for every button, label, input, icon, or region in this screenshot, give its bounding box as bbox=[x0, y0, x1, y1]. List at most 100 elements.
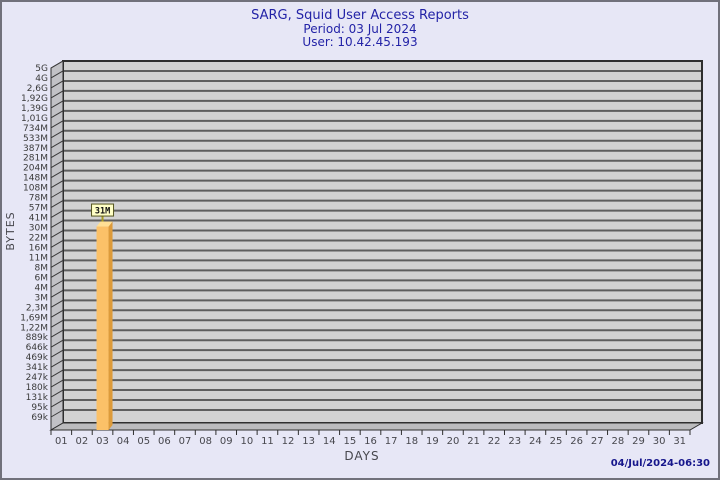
y-tick-label: 5G bbox=[35, 64, 48, 74]
y-tick bbox=[50, 259, 64, 268]
x-tick-label: 02 bbox=[76, 436, 89, 447]
x-tick-label: 11 bbox=[261, 436, 274, 447]
y-tick bbox=[50, 120, 64, 129]
y-tick bbox=[50, 379, 64, 388]
y-tick-label: 247k bbox=[26, 373, 49, 383]
y-tick-label: 281M bbox=[23, 154, 48, 164]
y-tick-label: 22M bbox=[29, 234, 48, 244]
x-tick-label: 04 bbox=[117, 436, 130, 447]
y-tick bbox=[50, 329, 64, 338]
y-tick bbox=[50, 140, 64, 149]
x-tick-label: 28 bbox=[611, 436, 624, 447]
y-tick-label: 180k bbox=[26, 383, 49, 393]
y-tick-label: 889k bbox=[26, 333, 49, 343]
y-tick bbox=[50, 170, 64, 179]
page-title: SARG, Squid User Access Reports bbox=[251, 8, 469, 23]
bar-top-face bbox=[96, 221, 113, 227]
y-tick bbox=[50, 399, 64, 408]
x-tick-label: 09 bbox=[220, 436, 233, 447]
y-axis-title: BYTES bbox=[4, 211, 17, 251]
bar bbox=[96, 226, 109, 430]
y-tick-label: 2,3M bbox=[26, 303, 48, 313]
x-tick-label: 27 bbox=[591, 436, 604, 447]
bar-side-face bbox=[108, 221, 113, 430]
plot-area bbox=[63, 61, 702, 423]
y-tick-label: 4G bbox=[35, 74, 48, 84]
x-tick-label: 13 bbox=[302, 436, 315, 447]
y-tick bbox=[50, 190, 64, 199]
y-tick-label: 11M bbox=[29, 253, 48, 263]
report-period: Period: 03 Jul 2024 bbox=[303, 22, 417, 36]
x-tick-label: 24 bbox=[529, 436, 542, 447]
x-tick-label: 12 bbox=[282, 436, 295, 447]
y-tick-label: 95k bbox=[31, 403, 48, 413]
y-tick-label: 341k bbox=[26, 363, 49, 373]
y-tick bbox=[50, 200, 64, 209]
y-tick bbox=[50, 299, 64, 308]
y-tick-label: 533M bbox=[23, 134, 48, 144]
x-axis-title: DAYS bbox=[344, 449, 380, 463]
x-tick-label: 01 bbox=[55, 436, 68, 447]
x-tick-label: 03 bbox=[96, 436, 109, 447]
y-tick-label: 4M bbox=[35, 283, 49, 293]
y-tick bbox=[50, 220, 64, 228]
x-tick-label: 06 bbox=[158, 436, 171, 447]
x-tick-label: 29 bbox=[632, 436, 645, 447]
y-tick-label: 8M bbox=[35, 263, 49, 273]
y-tick bbox=[50, 240, 64, 248]
x-tick-label: 10 bbox=[240, 436, 253, 447]
y-tick-label: 57M bbox=[29, 204, 48, 214]
y-tick-label: 1,39G bbox=[21, 104, 48, 114]
y-tick-label: 16M bbox=[29, 243, 48, 253]
y-tick bbox=[50, 130, 64, 139]
y-tick-label: 1,01G bbox=[21, 114, 48, 124]
bar-value-callout bbox=[91, 203, 115, 217]
y-tick bbox=[50, 100, 64, 109]
y-tick-label: 78M bbox=[29, 194, 48, 204]
y-tick bbox=[50, 60, 64, 69]
x-tick-label: 20 bbox=[447, 436, 460, 447]
y-tick bbox=[50, 339, 64, 348]
y-tick-label: 3M bbox=[35, 293, 49, 303]
y-tick-label: 387M bbox=[23, 144, 48, 154]
x-tick-label: 25 bbox=[550, 436, 563, 447]
y-tick bbox=[50, 110, 64, 119]
y-tick-label: 1,92G bbox=[21, 94, 48, 104]
y-tick bbox=[50, 309, 64, 318]
y-tick bbox=[50, 319, 64, 328]
report-user-ip: User: 10.42.45.193 bbox=[302, 35, 418, 49]
x-tick-label: 17 bbox=[385, 436, 398, 447]
y-tick bbox=[50, 150, 64, 159]
y-tick-label: 1,69M bbox=[20, 313, 48, 323]
y-tick-label: 2,6G bbox=[27, 84, 48, 94]
y-tick-label: 41M bbox=[29, 214, 48, 224]
y-tick bbox=[50, 359, 64, 368]
y-tick bbox=[50, 80, 64, 89]
y-tick-label: 204M bbox=[23, 164, 48, 174]
x-tick-label: 21 bbox=[467, 436, 480, 447]
y-tick bbox=[50, 250, 64, 258]
y-tick bbox=[50, 389, 64, 398]
x-axis-floor bbox=[49, 422, 704, 431]
y-tick-label: 148M bbox=[23, 174, 48, 184]
y-tick bbox=[50, 369, 64, 378]
y-tick-label: 69k bbox=[31, 413, 48, 423]
y-tick-label: 734M bbox=[23, 124, 48, 134]
x-tick-label: 30 bbox=[653, 436, 666, 447]
y-tick bbox=[50, 230, 64, 238]
x-tick-label: 16 bbox=[364, 436, 377, 447]
y-tick bbox=[50, 279, 64, 288]
y-tick-label: 1,22M bbox=[20, 323, 48, 333]
generation-timestamp: 04/Jul/2024-06:30 bbox=[610, 458, 710, 469]
y-tick bbox=[50, 349, 64, 358]
y-tick bbox=[50, 289, 64, 298]
bar-value-label: 31M bbox=[95, 207, 110, 217]
x-tick-label: 31 bbox=[673, 436, 686, 447]
y-tick bbox=[50, 70, 64, 79]
y-tick bbox=[50, 409, 64, 418]
y-tick bbox=[50, 90, 64, 99]
x-tick-label: 18 bbox=[405, 436, 418, 447]
x-tick-label: 23 bbox=[508, 436, 521, 447]
